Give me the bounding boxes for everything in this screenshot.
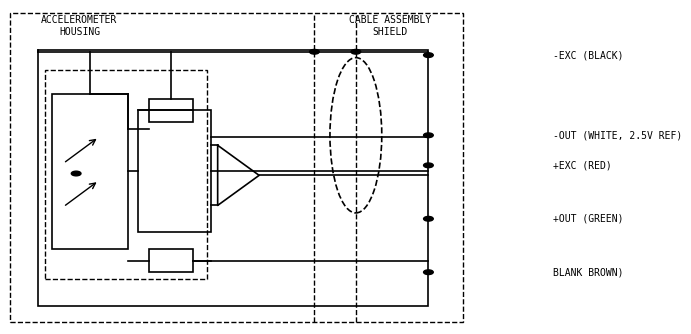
- Text: ACCELEROMETER
HOUSING: ACCELEROMETER HOUSING: [41, 15, 117, 37]
- Text: -OUT (WHITE, 2.5V REF): -OUT (WHITE, 2.5V REF): [553, 130, 682, 140]
- Circle shape: [351, 49, 361, 54]
- Text: CABLE ASSEMBLY
SHIELD: CABLE ASSEMBLY SHIELD: [349, 15, 432, 37]
- Bar: [149, 99, 193, 122]
- Circle shape: [424, 163, 433, 168]
- Text: -EXC (BLACK): -EXC (BLACK): [553, 50, 623, 60]
- Bar: [38, 50, 428, 306]
- Circle shape: [424, 270, 433, 275]
- Text: +EXC (RED): +EXC (RED): [553, 160, 612, 170]
- Circle shape: [71, 171, 81, 176]
- Circle shape: [424, 133, 433, 138]
- Bar: [149, 249, 193, 272]
- Bar: [138, 110, 211, 232]
- Bar: [52, 94, 128, 249]
- Text: +OUT (GREEN): +OUT (GREEN): [553, 214, 623, 224]
- Circle shape: [310, 49, 319, 54]
- Text: BLANK BROWN): BLANK BROWN): [553, 267, 623, 277]
- Bar: [10, 13, 463, 322]
- Circle shape: [424, 53, 433, 57]
- Bar: [45, 70, 207, 279]
- Circle shape: [424, 216, 433, 221]
